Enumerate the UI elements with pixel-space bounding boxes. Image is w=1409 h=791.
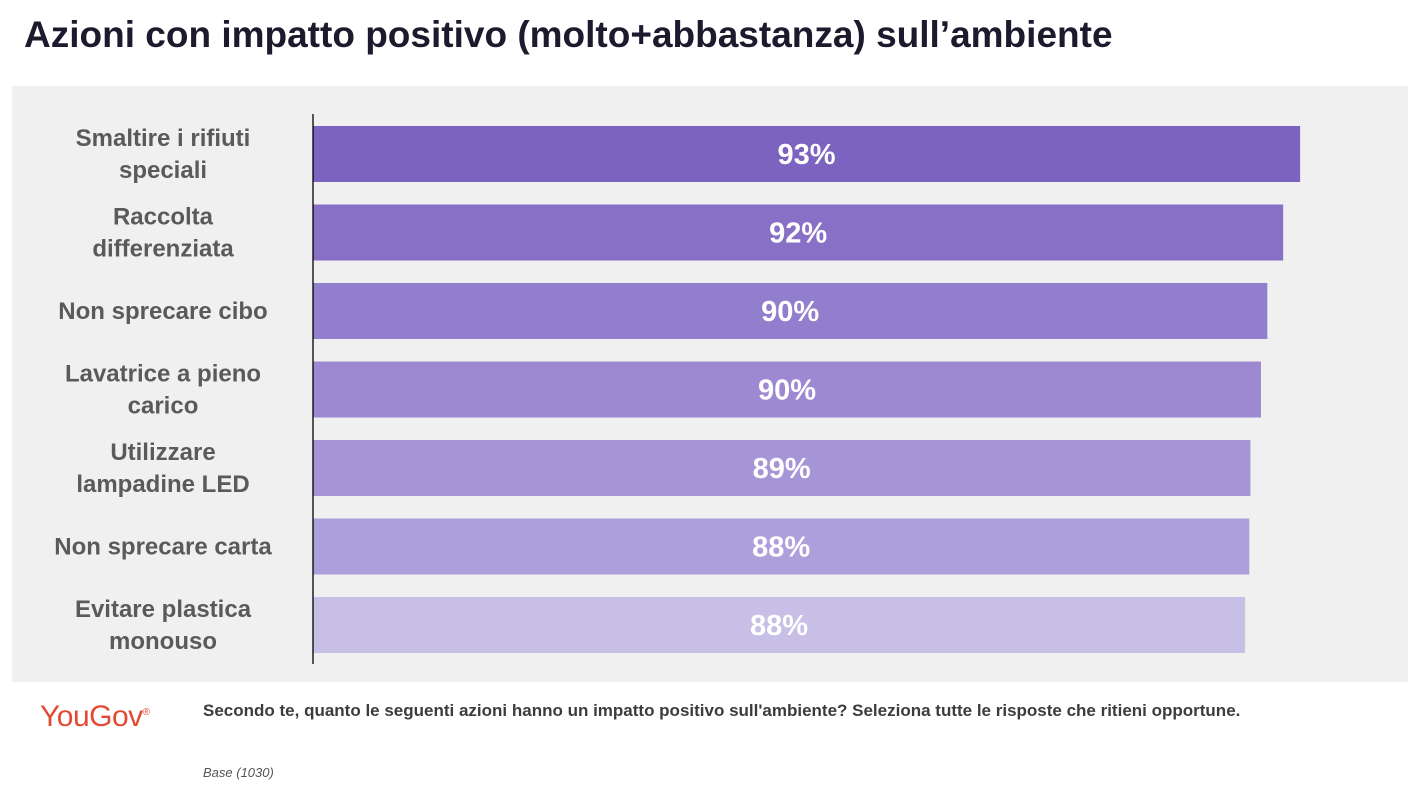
data-label: 90% <box>761 296 819 328</box>
data-label: 88% <box>750 610 808 642</box>
data-label: 90% <box>758 375 816 407</box>
category-label-line: monouso <box>109 628 217 655</box>
category-label: Evitare plastica monouso <box>75 596 252 655</box>
yougov-logo: YouGov® <box>40 700 150 734</box>
data-label: 93% <box>778 139 836 171</box>
category-label: Raccolta differenziata <box>92 204 234 263</box>
category-label-line: Lavatrice a pieno <box>65 361 261 388</box>
category-label-line: Raccolta <box>113 204 214 231</box>
category-label: Non sprecare cibo <box>58 298 267 325</box>
bar <box>313 204 1284 261</box>
category-label-line: Utilizzare <box>110 439 215 466</box>
category-label: Non sprecare carta <box>54 534 272 561</box>
data-label: 89% <box>753 453 811 485</box>
data-label: 92% <box>769 218 827 250</box>
bar <box>313 361 1261 418</box>
logo-registered-mark: ® <box>142 707 150 718</box>
category-label-line: carico <box>128 393 199 420</box>
category-label-line: differenziata <box>92 236 234 263</box>
category-label: Utilizzare lampadine LED <box>76 439 249 498</box>
category-label-line: Smaltire i rifiuti <box>76 125 251 152</box>
data-label: 88% <box>752 532 810 564</box>
category-label: Smaltire i rifiuti speciali <box>76 125 251 184</box>
category-label-line: Evitare plastica <box>75 596 252 623</box>
sample-base: Base (1030) <box>203 765 274 780</box>
bar-chart: 93% Smaltire i rifiuti speciali 92% Raccolta… <box>54 114 1301 664</box>
chart-panel: 93% Smaltire i rifiuti speciali 92% Raccolta… <box>12 86 1408 682</box>
bar <box>313 597 1246 653</box>
logo-text: YouGov <box>40 700 143 733</box>
category-label: Lavatrice a pieno carico <box>65 361 261 420</box>
category-label-line: speciali <box>119 157 207 184</box>
bar <box>313 283 1268 339</box>
bar <box>313 126 1301 182</box>
bar <box>313 518 1250 575</box>
survey-question: Secondo te, quanto le seguenti azioni ha… <box>203 701 1241 720</box>
bar <box>313 440 1251 496</box>
chart-title: Azioni con impatto positivo (molto+abbas… <box>24 14 1113 55</box>
category-label-line: lampadine LED <box>76 471 249 498</box>
category-label-line: Non sprecare carta <box>54 534 272 561</box>
category-label-line: Non sprecare cibo <box>58 298 267 325</box>
